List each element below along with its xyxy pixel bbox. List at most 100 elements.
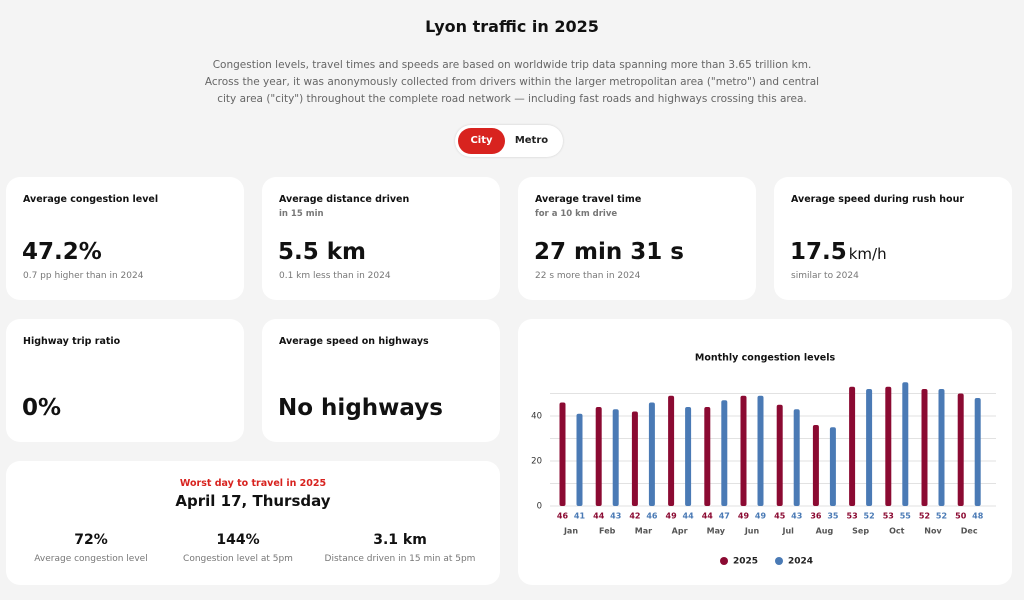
bar: [559, 402, 566, 506]
value-label: 46: [557, 512, 569, 521]
worst-stat-label: Distance driven in 15 min at 5pm: [324, 554, 476, 564]
value-label: 49: [666, 512, 678, 521]
worst-stat-value: 144%: [216, 532, 260, 548]
y-tick-label: 20: [531, 457, 542, 467]
stat-card: Average speed during rush hour 17.5 km/h si…: [774, 177, 1012, 300]
value-label: 41: [574, 512, 586, 521]
card-sublabel: in 15 min: [279, 209, 324, 219]
card-label: Average travel time: [535, 194, 642, 205]
card-label: Average speed on highways: [279, 336, 429, 347]
value-label: 44: [593, 512, 605, 521]
value-text: 47.2%: [22, 239, 102, 265]
worst-day-card: Worst day to travel in 2025 April 17, Thu…: [6, 461, 500, 585]
value-label: 53: [847, 512, 858, 521]
toggle-option[interactable]: Metro: [514, 135, 549, 146]
x-tick-label: Feb: [599, 527, 616, 536]
value-label: 52: [936, 512, 947, 521]
bar: [740, 395, 747, 506]
value-label: 50: [955, 512, 967, 521]
stat-card: Average speed on highways No highways: [262, 319, 500, 442]
bar: [885, 386, 892, 506]
value-text: No highways: [278, 395, 443, 421]
legend-label: 2025: [733, 557, 758, 567]
value-label: 46: [646, 512, 658, 521]
value-label: 49: [738, 512, 750, 521]
card-value: 0%: [22, 395, 61, 421]
page-title: Lyon traffic in 2025: [425, 17, 599, 36]
x-tick-label: Jun: [744, 527, 760, 536]
bar: [721, 400, 728, 506]
value-label: 45: [774, 512, 786, 521]
chart-card: Monthly congestion levels 0 20 40 Jan 46 41 Feb…: [518, 319, 1012, 585]
bar: [938, 389, 945, 506]
bar: [631, 411, 638, 506]
y-tick-label: 0: [537, 502, 542, 512]
description: Congestion levels, travel times and spee…: [204, 59, 820, 105]
stat-card: Average distance driven in 15 min 5.5 km 0.…: [262, 177, 500, 300]
card-label: Average speed during rush hour: [791, 194, 965, 205]
bar: [974, 398, 981, 506]
value-label: 49: [755, 512, 767, 521]
stat-card: Average congestion level 47.2% 0.7 pp high…: [6, 177, 244, 300]
toggle-option[interactable]: City: [458, 128, 505, 154]
value-text: 5.5 km: [278, 239, 367, 265]
value-label: 44: [683, 512, 695, 521]
value-label: 48: [972, 512, 984, 521]
value-label: 47: [719, 512, 730, 521]
x-tick-label: Mar: [635, 527, 652, 536]
value-label: 43: [610, 512, 621, 521]
y-tick-label: 40: [531, 412, 542, 422]
bar: [757, 395, 764, 506]
worst-day-date: April 17, Thursday: [175, 492, 331, 510]
bar: [829, 427, 836, 506]
worst-stat-label: Average congestion level: [34, 554, 148, 564]
chart: Monthly congestion levels 0 20 40 Jan 46 41 Feb…: [531, 353, 996, 567]
value-label: 52: [919, 512, 930, 521]
card-value: 47.2%: [22, 239, 102, 265]
worst-day-title: Worst day to travel in 2025: [179, 478, 327, 489]
bar: [776, 404, 783, 506]
value-label: 55: [900, 512, 912, 521]
card-sublabel: for a 10 km drive: [535, 209, 618, 219]
card-label: Average distance driven: [279, 194, 410, 205]
bar: [957, 393, 964, 506]
card-value: 27 min 31 s: [534, 239, 684, 265]
x-tick-label: Apr: [672, 527, 688, 536]
x-tick-label: Dec: [961, 527, 978, 536]
legend-swatch: [720, 557, 728, 565]
value-label: 53: [883, 512, 894, 521]
bar: [576, 413, 583, 506]
card-note: 22 s more than in 2024: [535, 271, 641, 281]
card-label: Average congestion level: [23, 194, 159, 205]
x-tick-label: Jan: [563, 527, 578, 536]
value-text: 17.5: [790, 239, 847, 265]
x-tick-label: Jul: [781, 527, 794, 536]
card-label: Highway trip ratio: [23, 336, 121, 347]
card-value: 17.5 km/h: [790, 239, 887, 265]
bar: [612, 409, 619, 506]
value-text: 27 min 31 s: [534, 239, 684, 265]
bar: [668, 395, 675, 506]
toggle: City Metro: [455, 125, 563, 157]
value-label: 44: [702, 512, 714, 521]
worst-stat-value: 3.1 km: [373, 532, 427, 548]
value-label: 35: [827, 512, 839, 521]
stat-card: Average travel time for a 10 km drive 27 m…: [518, 177, 756, 300]
value-label: 36: [810, 512, 822, 521]
bar: [902, 382, 909, 506]
bar: [648, 402, 655, 506]
legend-swatch: [775, 557, 783, 565]
value-label: 52: [864, 512, 875, 521]
card-note: similar to 2024: [791, 271, 859, 281]
bar: [812, 425, 819, 506]
bar: [595, 407, 602, 506]
card-value: 5.5 km: [278, 239, 366, 265]
x-tick-label: Nov: [924, 527, 942, 536]
value-unit: km/h: [848, 245, 887, 263]
bar: [704, 407, 711, 506]
bar: [793, 409, 800, 506]
value-text: 0%: [22, 395, 62, 421]
bar: [849, 386, 856, 506]
bar: [685, 407, 692, 506]
